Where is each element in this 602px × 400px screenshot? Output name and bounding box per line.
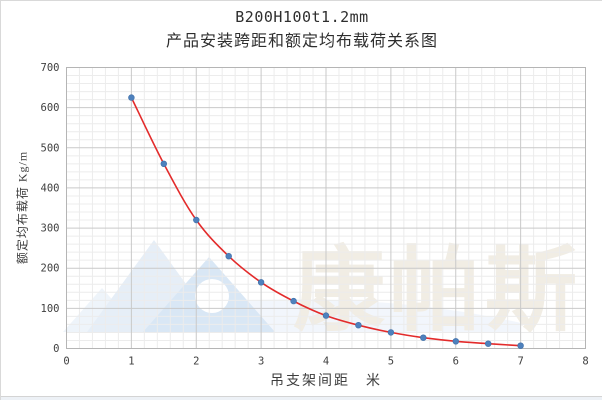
y-tick-label: 100 — [41, 303, 60, 315]
x-tick-label: 8 — [582, 356, 588, 368]
x-tick-label: 2 — [193, 356, 199, 368]
data-point — [257, 279, 265, 286]
watermark-logo-circle — [195, 279, 229, 313]
chart-title-model: B200H100t1.2mm — [235, 8, 369, 26]
data-point — [193, 216, 200, 224]
data-point — [420, 334, 427, 341]
x-tick-label: 1 — [128, 356, 134, 368]
data-point — [387, 329, 395, 336]
y-tick-label: 0 — [53, 343, 59, 355]
data-point — [290, 297, 297, 305]
y-axis-title: 额定均布载荷 Kg/m — [15, 150, 30, 265]
data-point — [225, 253, 232, 260]
y-tick-label: 200 — [41, 263, 60, 275]
x-axis-title: 吊支架间距 米 — [270, 374, 382, 389]
y-tick-label: 300 — [41, 223, 60, 235]
plot-frame — [66, 67, 586, 349]
x-tick-label: 4 — [323, 356, 329, 368]
data-point — [355, 322, 362, 329]
data-point — [452, 338, 459, 345]
y-tick-label: 600 — [41, 102, 60, 114]
x-tick-label: 0 — [63, 356, 69, 368]
data-point — [517, 342, 524, 349]
y-tick-label: 400 — [41, 182, 60, 194]
data-point — [128, 94, 135, 101]
x-tick-label: 3 — [258, 356, 264, 368]
y-tick-label: 700 — [41, 62, 60, 74]
chart-title-description: 产品安装跨距和额定均布载荷关系图 — [165, 33, 438, 50]
watermark-text: 康帕斯 — [293, 240, 581, 342]
x-tick-label: 6 — [453, 356, 459, 368]
window-bottom-edge — [1, 396, 602, 400]
x-tick-label: 7 — [517, 356, 523, 368]
data-point — [160, 160, 168, 168]
x-tick-label: 5 — [388, 356, 394, 368]
data-point — [322, 312, 330, 319]
y-tick-label: 500 — [41, 142, 60, 154]
data-point — [485, 340, 492, 347]
